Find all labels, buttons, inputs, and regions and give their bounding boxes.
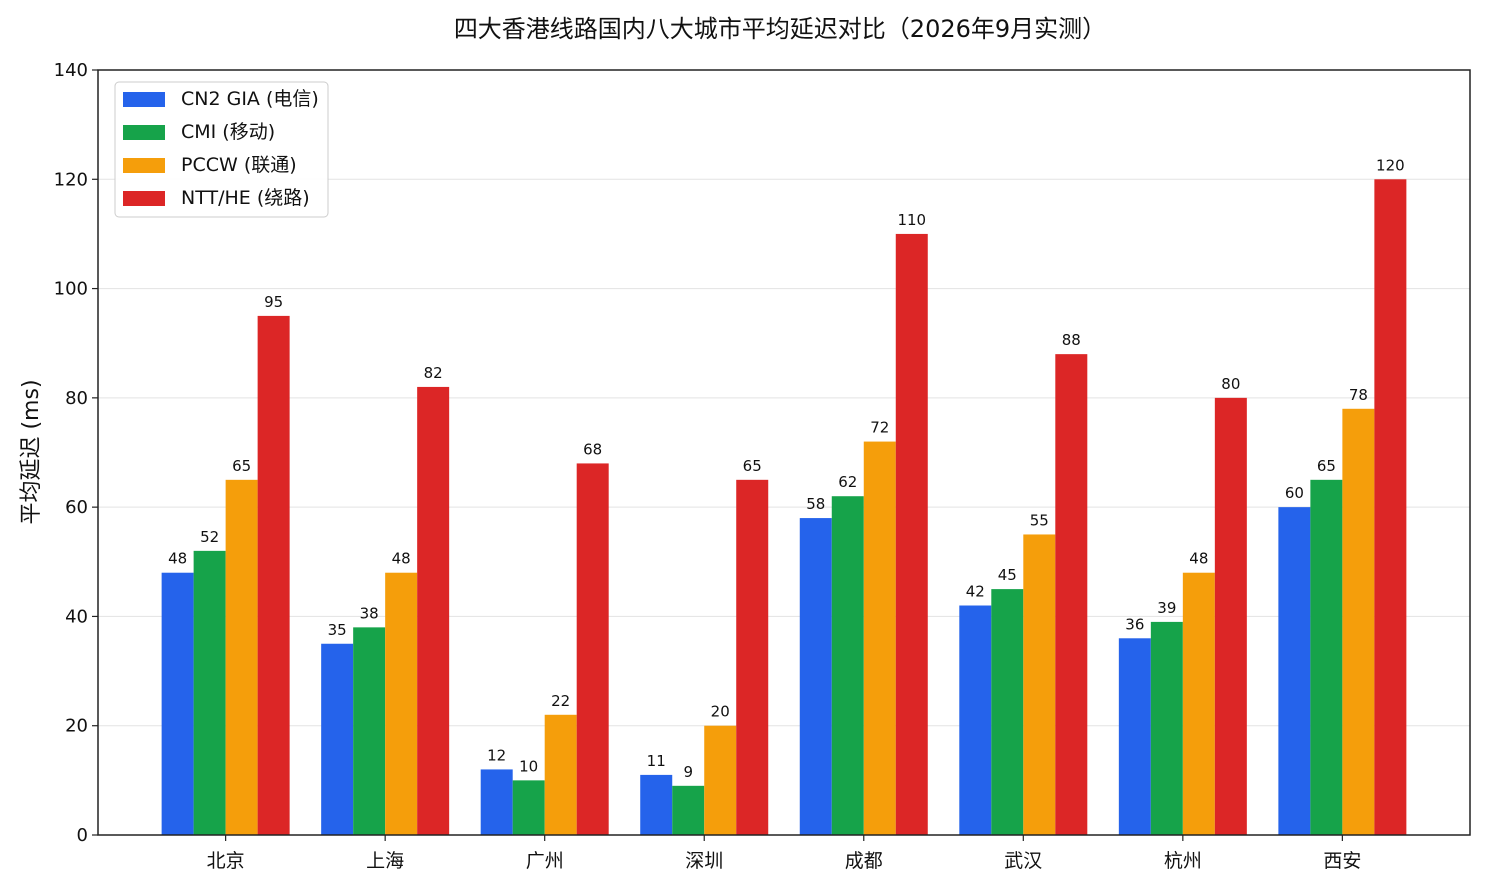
x-tick-label: 西安: [1323, 850, 1361, 872]
legend: CN2 GIA (电信) CMI (移动) PCCW (联通) NTT/HE (绕路): [114, 81, 329, 218]
bar: [991, 589, 1024, 835]
x-tick-label: 北京: [207, 850, 245, 872]
bar: [672, 785, 705, 835]
data-label: 60: [1285, 484, 1304, 502]
bar: [1214, 397, 1247, 835]
legend-label: NTT/HE (绕路): [181, 187, 310, 209]
data-label: 72: [870, 419, 889, 437]
gridlines: [98, 178, 1470, 727]
data-label: 110: [897, 211, 926, 229]
plot-area-frame: [97, 69, 1471, 836]
chart-title: 四大香港线路国内八大城市平均延迟对比（2026年9月实测）: [454, 15, 1106, 43]
bar: [321, 643, 354, 835]
data-label: 48: [392, 550, 411, 568]
bar: [959, 605, 992, 835]
y-axis-label: 平均延迟 (ms): [19, 379, 44, 524]
legend-label: CN2 GIA (电信): [181, 88, 319, 110]
data-label: 62: [838, 473, 857, 491]
y-tick-label: 120: [54, 169, 88, 190]
bar: [1374, 179, 1407, 836]
data-label: 80: [1221, 375, 1240, 393]
bar: [704, 725, 737, 835]
bar: [831, 496, 864, 835]
y-tick-label: 140: [54, 60, 88, 81]
legend-swatch: [123, 158, 165, 173]
x-tick-label: 成都: [845, 850, 883, 872]
data-label: 11: [647, 752, 666, 770]
data-label: 58: [806, 495, 825, 513]
x-tick-label: 杭州: [1164, 850, 1202, 872]
x-axis-ticks: 北京 上海 广州 深圳 成都 武汉 杭州 西安: [207, 835, 1361, 872]
bar: [640, 774, 673, 835]
legend-label: PCCW (联通): [181, 154, 297, 176]
bar: [417, 386, 450, 835]
legend-swatch: [123, 191, 165, 206]
bar: [544, 714, 577, 835]
y-tick-label: 0: [77, 825, 88, 846]
y-tick-label: 100: [54, 279, 88, 300]
data-label: 95: [264, 293, 283, 311]
data-label: 52: [200, 528, 219, 546]
data-label: 36: [1125, 615, 1144, 633]
y-axis-ticks: 0 20 40 60 80 100 120 140: [54, 60, 98, 846]
bar: [1342, 408, 1375, 835]
bar: [736, 479, 769, 835]
data-label: 20: [711, 703, 730, 721]
x-tick-label: 武汉: [1004, 850, 1042, 872]
data-label: 88: [1062, 331, 1081, 349]
bar: [863, 441, 896, 835]
y-tick-label: 20: [65, 716, 88, 737]
data-label: 22: [551, 692, 570, 710]
data-label: 42: [966, 583, 985, 601]
legend-label: CMI (移动): [181, 121, 275, 143]
bar: [1310, 479, 1343, 835]
data-label: 120: [1376, 156, 1405, 174]
data-label: 12: [487, 746, 506, 764]
bar: [385, 572, 418, 835]
x-tick-label: 上海: [366, 850, 404, 872]
data-label: 55: [1030, 511, 1049, 529]
data-label: 35: [328, 621, 347, 639]
bar: [353, 627, 386, 835]
bar: [225, 479, 258, 835]
bar: [1278, 507, 1311, 835]
x-tick-label: 广州: [526, 850, 564, 872]
data-label: 82: [424, 364, 443, 382]
bar: [161, 572, 194, 835]
legend-swatch: [123, 125, 165, 140]
bar: [895, 233, 928, 835]
bar: [257, 315, 290, 836]
bar: [1023, 534, 1056, 835]
data-label: 48: [1189, 550, 1208, 568]
data-label: 9: [683, 763, 693, 781]
y-tick-label: 40: [65, 606, 88, 627]
data-label: 48: [168, 550, 187, 568]
bar: [1055, 354, 1088, 835]
bar: [193, 550, 226, 835]
data-label: 45: [998, 566, 1017, 584]
data-label: 65: [1317, 457, 1336, 475]
legend-swatch: [123, 92, 165, 107]
bar: [576, 463, 609, 835]
data-label: 68: [583, 440, 602, 458]
bar: [1182, 572, 1215, 835]
bars-group: [161, 179, 1407, 836]
data-label: 65: [232, 457, 251, 475]
data-label: 39: [1157, 599, 1176, 617]
data-label: 65: [743, 457, 762, 475]
bar: [1150, 621, 1183, 835]
data-label: 38: [360, 604, 379, 622]
legend-box: [114, 81, 329, 218]
data-labels-group: 48 52 65 95 35 38 48 82 12 10 22 68 11 9 20 65 58 62 72 110…: [168, 156, 1405, 781]
bar: [512, 780, 545, 835]
bar: [799, 518, 832, 835]
y-tick-label: 60: [65, 497, 88, 518]
bar: [480, 769, 513, 835]
y-tick-label: 80: [65, 388, 88, 409]
bar: [1118, 638, 1151, 835]
data-label: 78: [1349, 386, 1368, 404]
data-label: 10: [519, 757, 538, 775]
x-tick-label: 深圳: [685, 850, 723, 872]
